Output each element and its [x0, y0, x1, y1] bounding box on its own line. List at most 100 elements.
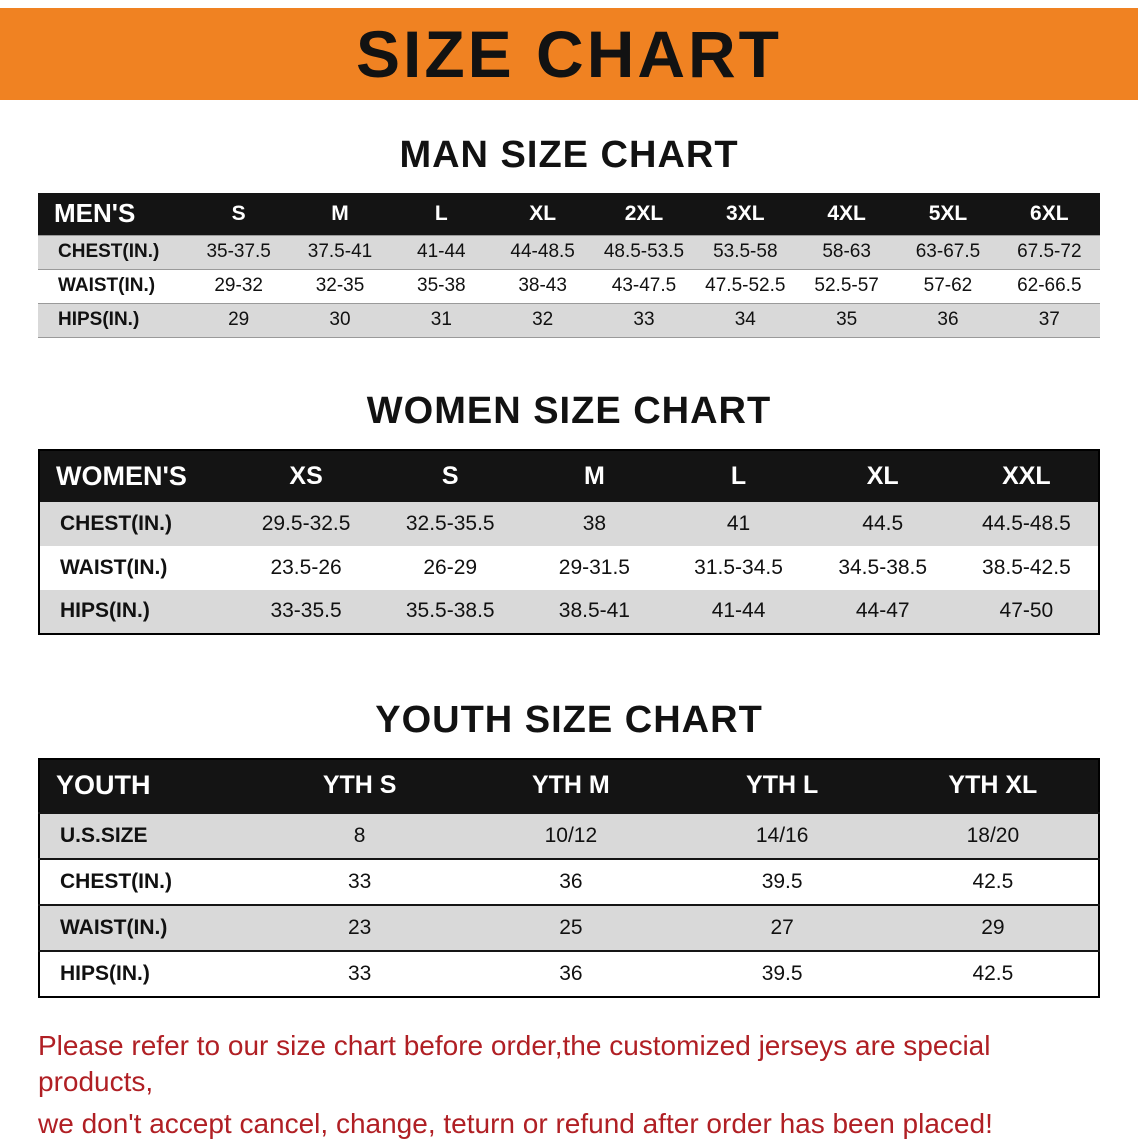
size-chart-page: SIZE CHART MAN SIZE CHART MEN'S S M L XL 2XL 3…	[0, 8, 1138, 1143]
row-label: HIPS(IN.)	[58, 309, 140, 330]
size-value: 36	[937, 309, 959, 330]
size-value: 38.5-42.5	[982, 555, 1071, 579]
size-value: 37.5-41	[307, 241, 373, 262]
size-value: 35-38	[417, 275, 466, 296]
size-value: 23	[347, 915, 372, 939]
size-value: 32.5-35.5	[405, 511, 495, 535]
size-value: 35	[836, 309, 858, 330]
size-value: 63-67.5	[915, 241, 981, 262]
size-value: 37	[1038, 309, 1060, 330]
size-value: 31	[430, 309, 452, 330]
size-value: 34.5-38.5	[838, 555, 928, 579]
row-label: CHEST(IN.)	[58, 241, 160, 262]
row-label: WAIST(IN.)	[60, 555, 168, 579]
table-row: HIPS(IN.) 29 30 31 32 33 34 35 36 37	[38, 303, 1100, 337]
size-value: 44-48.5	[510, 241, 575, 262]
size-value: 39.5	[761, 961, 803, 985]
youth-section-title: YOUTH SIZE CHART	[375, 698, 763, 741]
table-row: WAIST(IN.) 23 25 27 29	[39, 904, 1099, 951]
size-value: 43-47.5	[611, 275, 677, 296]
size-value: 44.5	[862, 511, 904, 535]
table-header-row: WOMEN'S XS S M L XL XXL	[39, 449, 1099, 502]
size-value: 34	[734, 309, 756, 330]
size-value: 57-62	[923, 275, 973, 296]
table-row: HIPS(IN.) 33 36 39.5 42.5	[39, 950, 1099, 997]
size-value: 67.5-72	[1017, 241, 1082, 262]
banner: SIZE CHART	[0, 8, 1138, 100]
size-value: 29	[981, 915, 1005, 939]
size-column-header: L	[666, 449, 811, 502]
disclaimer-line-2: we don't accept cancel, change, teturn o…	[38, 1108, 993, 1140]
row-label: U.S.SIZE	[60, 823, 148, 847]
size-value: 32-35	[315, 275, 365, 296]
size-column-header: XL	[810, 449, 955, 502]
table-header-row: YOUTH YTH S YTH M YTH L YTH XL	[39, 758, 1099, 813]
women-section: WOMEN SIZE CHART WOMEN'S XS S M L XL XXL CHEST(…	[0, 390, 1138, 635]
row-label: HIPS(IN.)	[60, 599, 150, 622]
page-title: SIZE CHART	[356, 17, 782, 91]
men-section-title: MAN SIZE CHART	[399, 134, 739, 176]
size-value: 29-32	[214, 275, 263, 296]
size-value: 10/12	[544, 823, 598, 847]
row-label: WAIST(IN.)	[60, 915, 168, 939]
table-corner-label: YOUTH	[39, 758, 254, 813]
table-header-row: MEN'S S M L XL 2XL 3XL 4XL 5XL 6XL	[38, 193, 1100, 235]
row-label: CHEST(IN.)	[60, 511, 172, 535]
size-value: 41	[726, 511, 751, 535]
size-value: 58-63	[822, 241, 871, 262]
table-row: U.S.SIZE 8 10/12 14/16 18/20	[39, 812, 1099, 859]
row-label: CHEST(IN.)	[60, 869, 172, 893]
size-value: 39.5	[761, 869, 803, 893]
table-row: CHEST(IN.) 29.5-32.5 32.5-35.5 38 41 44.5 44.5…	[39, 501, 1099, 546]
size-value: 33	[347, 869, 372, 893]
women-section-title: WOMEN SIZE CHART	[366, 389, 772, 432]
table-row: WAIST(IN.) 23.5-26 26-29 29-31.5 31.5-34.5 34…	[39, 545, 1099, 590]
size-column-header: YTH L	[676, 758, 888, 813]
size-column-header: 5XL	[897, 193, 999, 235]
size-column-header: 4XL	[795, 193, 898, 235]
size-value: 53.5-58	[713, 241, 778, 262]
disclaimer: Please refer to our size chart before or…	[38, 1028, 1108, 1143]
size-value: 30	[329, 309, 351, 330]
size-value: 33	[633, 309, 655, 330]
men-section: MAN SIZE CHART MEN'S S M L XL 2XL 3XL 4XL 5XL 6XL…	[0, 134, 1138, 338]
size-column-header: S	[378, 449, 523, 502]
size-value: 35-37.5	[206, 241, 271, 262]
size-value: 38-43	[518, 275, 567, 296]
disclaimer-line-1: Please refer to our size chart before or…	[38, 1029, 991, 1097]
size-column-header: YTH S	[254, 758, 466, 813]
table-row: CHEST(IN.) 35-37.5 37.5-41 41-44 44-48.5 48.5…	[38, 235, 1100, 269]
table-corner-label: WOMEN'S	[39, 449, 234, 502]
size-value: 31.5-34.5	[694, 555, 783, 579]
women-size-table: WOMEN'S XS S M L XL XXL CHEST(IN.) 29.5-32.5 32.5…	[38, 448, 1100, 635]
size-value: 48.5-53.5	[603, 241, 685, 262]
size-value: 14/16	[755, 823, 809, 847]
size-value: 35.5-38.5	[405, 599, 495, 622]
row-label: HIPS(IN.)	[60, 961, 150, 985]
size-value: 41-44	[417, 241, 466, 262]
size-column-header: XXL	[954, 449, 1099, 502]
size-value: 26-29	[423, 555, 478, 579]
size-column-header: M	[289, 193, 391, 235]
size-column-header: XL	[491, 193, 594, 235]
size-column-header: 6XL	[998, 193, 1100, 235]
size-value: 42.5	[972, 961, 1014, 985]
size-column-header: XS	[234, 449, 379, 502]
size-value: 23.5-26	[270, 555, 342, 579]
table-row: CHEST(IN.) 33 36 39.5 42.5	[39, 858, 1099, 905]
youth-size-table: YOUTH YTH S YTH M YTH L YTH XL U.S.SIZE 8 10/12…	[38, 757, 1100, 998]
size-value: 27	[770, 915, 794, 939]
size-value: 8	[353, 823, 366, 847]
size-value: 33	[347, 961, 372, 985]
size-column-header: M	[522, 449, 667, 502]
size-value: 42.5	[972, 869, 1014, 893]
size-value: 38.5-41	[558, 599, 630, 622]
size-value: 44-47	[855, 599, 910, 622]
size-value: 62-66.5	[1017, 275, 1082, 296]
size-value: 47.5-52.5	[705, 275, 786, 296]
size-value: 32	[532, 309, 554, 330]
size-column-header: YTH XL	[887, 758, 1099, 813]
size-column-header: 3XL	[694, 193, 796, 235]
size-value: 47-50	[999, 599, 1054, 622]
size-value: 18/20	[966, 823, 1020, 847]
